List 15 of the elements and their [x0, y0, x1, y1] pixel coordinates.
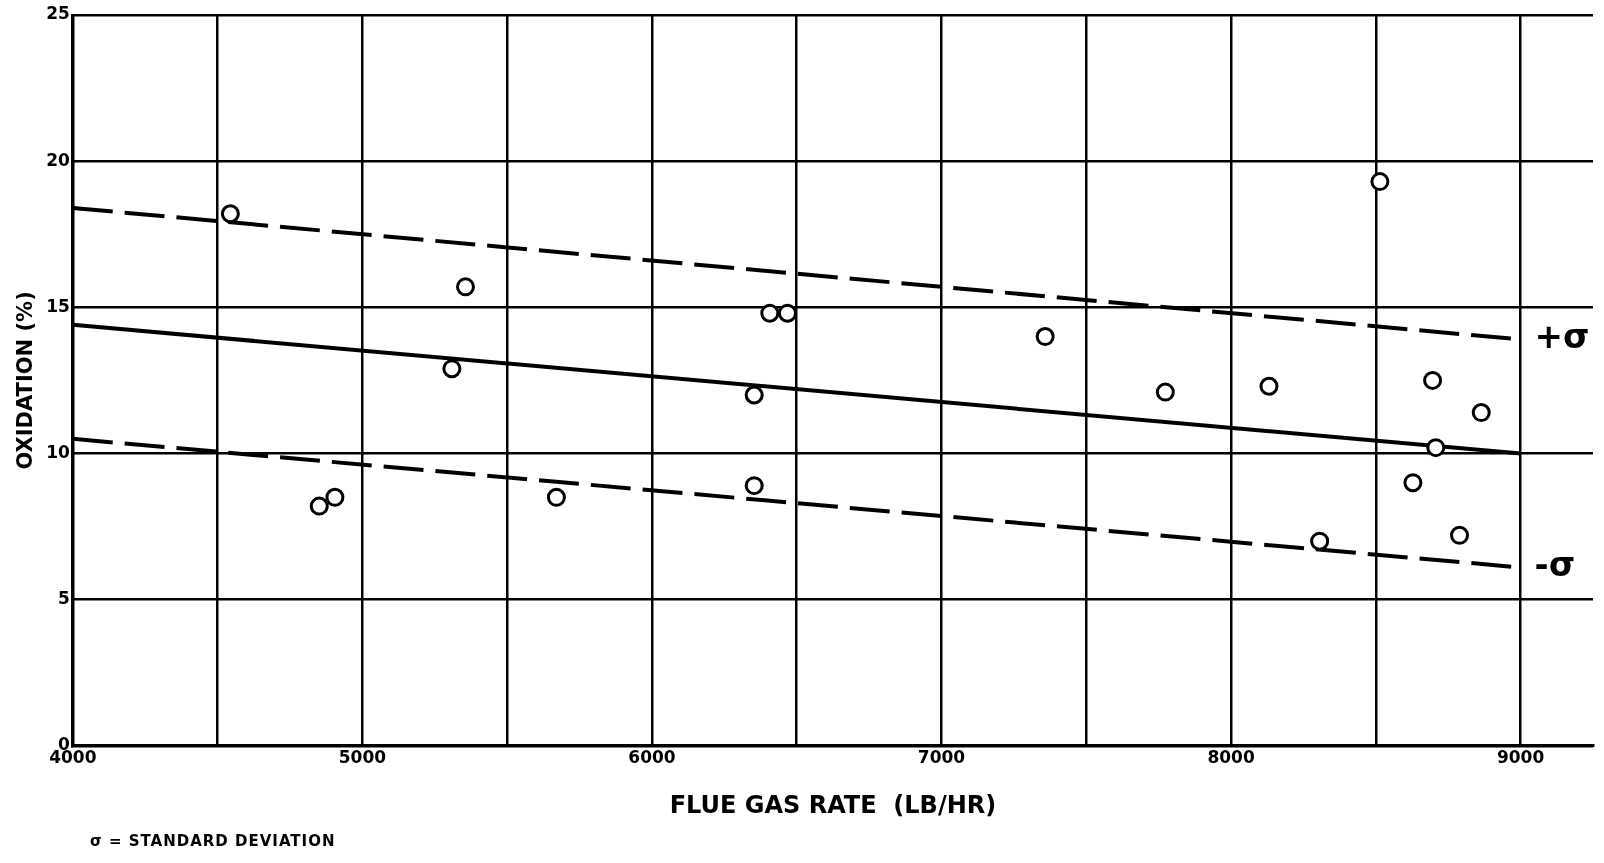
x-tick-label: 9000 — [1496, 747, 1545, 768]
x-tick-label: 7000 — [917, 747, 966, 768]
y-axis-title: OXIDATION (%) — [13, 291, 38, 470]
y-tick-label: 15 — [46, 295, 70, 316]
y-tick-label: 25 — [46, 3, 70, 24]
x-axis-title: FLUE GAS RATE (LB/HR) — [669, 790, 997, 819]
x-tick-label: 8000 — [1207, 747, 1255, 768]
y-tick-label: 5 — [58, 588, 70, 609]
x-tick-label: 5000 — [338, 747, 387, 768]
y-tick-label: 10 — [46, 441, 71, 462]
y-tick-label: 20 — [46, 149, 71, 170]
annotation: -σ — [1534, 544, 1576, 585]
x-tick-label: 6000 — [628, 747, 676, 768]
text: σ = STANDARD DEVIATION — [90, 832, 336, 850]
annotation: +σ — [1534, 316, 1590, 357]
